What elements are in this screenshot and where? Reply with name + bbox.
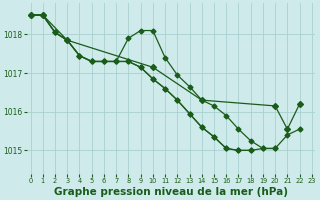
- X-axis label: Graphe pression niveau de la mer (hPa): Graphe pression niveau de la mer (hPa): [54, 187, 288, 197]
